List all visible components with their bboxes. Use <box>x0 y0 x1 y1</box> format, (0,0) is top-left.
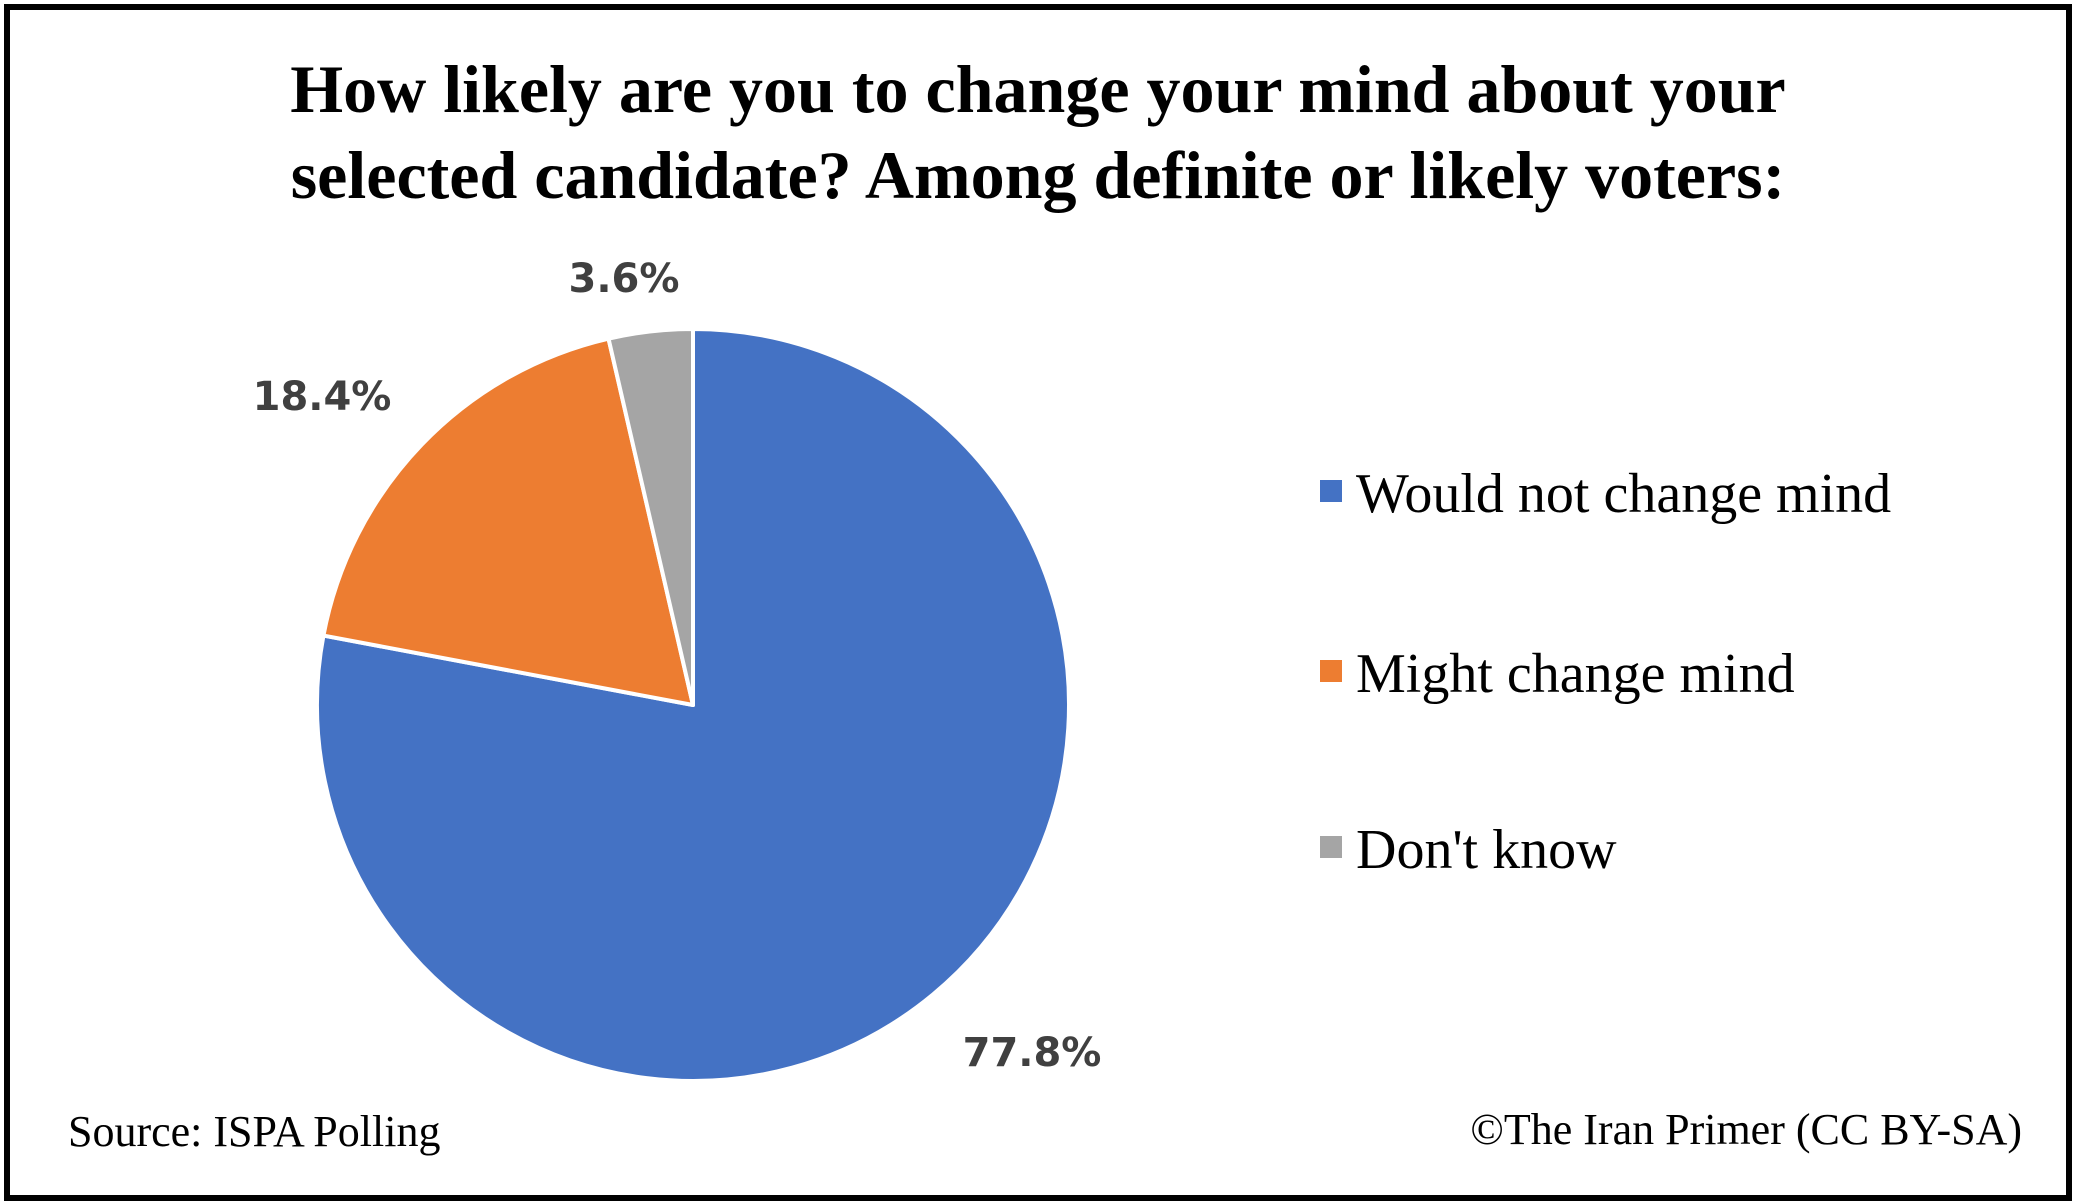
pie-slices <box>315 327 1071 1083</box>
legend-swatch-might-change <box>1320 660 1342 682</box>
legend-swatch-would-not-change <box>1320 480 1342 502</box>
legend-label-dont-know: Don't know <box>1356 819 1617 881</box>
chart-title-line-2: selected candidate? Among definite or li… <box>291 137 1786 213</box>
data-label-might-change: 18.4% <box>253 374 392 420</box>
credit-text: ©The Iran Primer (CC BY-SA) <box>1470 1105 2022 1154</box>
source-text: Source: ISPA Polling <box>68 1107 440 1156</box>
data-label-dont-know: 3.6% <box>569 256 680 302</box>
chart-title-line-1: How likely are you to change your mind a… <box>290 51 1786 127</box>
legend-label-might-change: Might change mind <box>1356 643 1795 705</box>
legend-label-would-not-change: Would not change mind <box>1356 463 1891 525</box>
pie-slice-might-change <box>321 336 695 707</box>
data-label-would-not-change: 77.8% <box>963 1030 1102 1076</box>
legend: Would not change mind Might change mind … <box>1320 463 1891 881</box>
pie-slice-dont-know <box>606 327 695 707</box>
legend-swatch-dont-know <box>1320 836 1342 858</box>
